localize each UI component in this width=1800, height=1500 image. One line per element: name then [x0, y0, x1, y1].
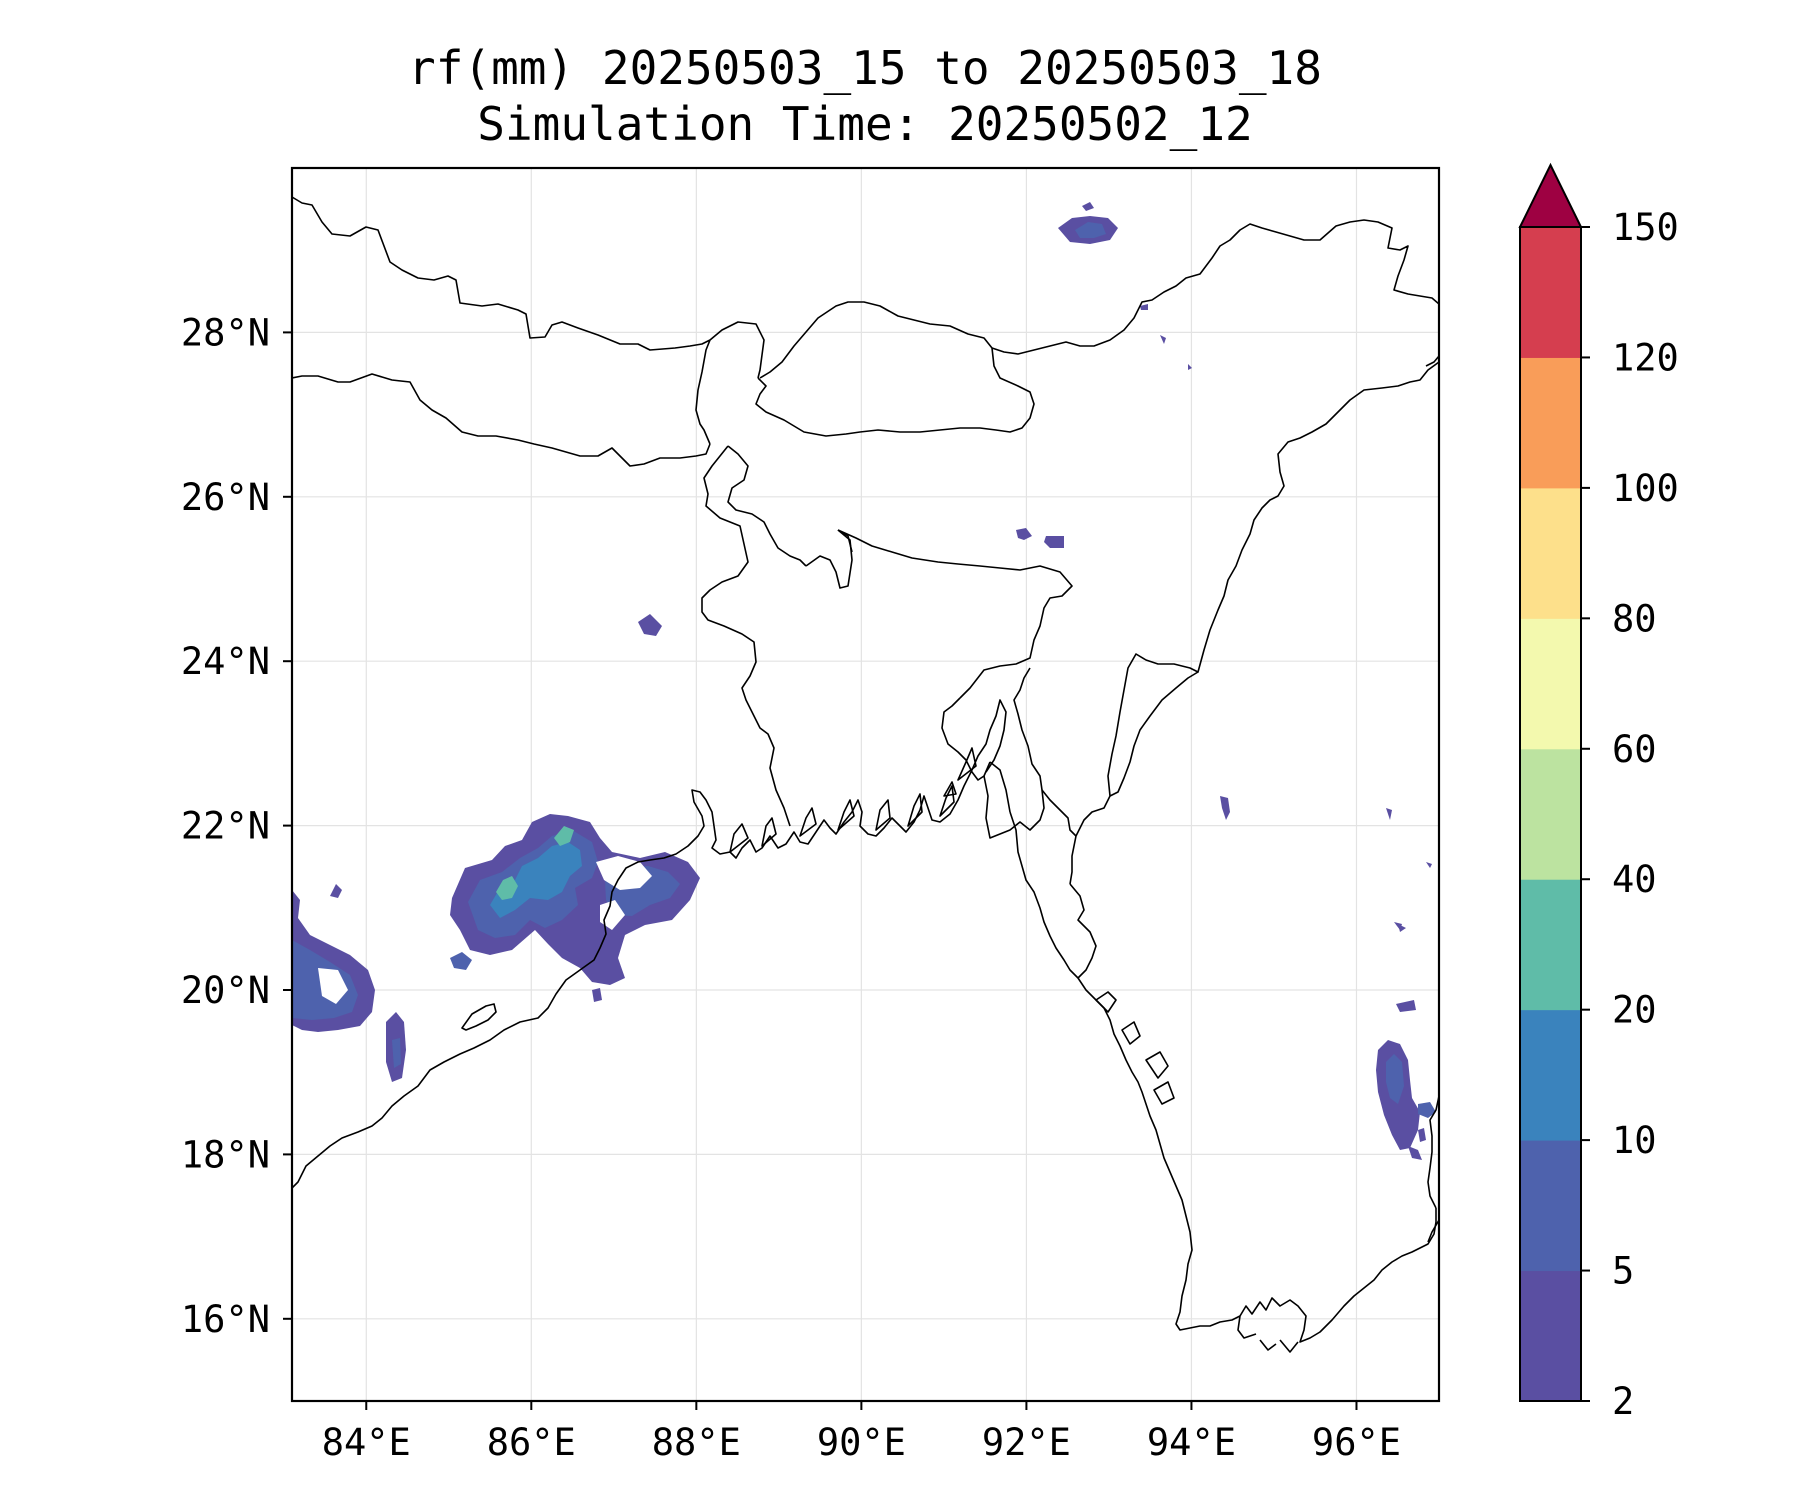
map-frame — [290, 166, 1441, 1403]
rain-area-tibet-core — [1075, 222, 1106, 238]
lon-tick-label: 90°E — [817, 1421, 906, 1464]
lon-tick-label: 96°E — [1312, 1421, 1401, 1464]
india-east-coastline — [292, 789, 715, 1189]
colorbar-segment — [1520, 879, 1581, 1011]
colorbar-segment — [1520, 227, 1581, 358]
colorbar-tick-label: 2 — [1612, 1380, 1634, 1423]
colorbar-frame — [1519, 226, 1582, 1402]
arunachal-assam-border — [1075, 361, 1439, 837]
lon-tick-label: 86°E — [487, 1421, 576, 1464]
arakan-coastline — [1009, 811, 1241, 1331]
bhutan-border — [755, 301, 1035, 437]
colorbar-segment — [1520, 618, 1581, 750]
lat-tick-label: 28°N — [181, 311, 270, 354]
lat-tick-label: 20°N — [181, 969, 270, 1012]
chart-title-line-1: rf(mm) 20250503_15 to 20250503_18 — [408, 41, 1322, 95]
colorbar-segment — [1520, 357, 1581, 489]
map-panel — [290, 166, 1441, 1403]
colorbar-tick-label: 10 — [1612, 1119, 1657, 1162]
rain-area-odisha-blue — [490, 842, 582, 918]
colorbar-segment — [1520, 1009, 1581, 1141]
chart-title-line-2: Simulation Time: 20250502_12 — [477, 97, 1252, 151]
colorbar-extend-arrow — [1518, 162, 1583, 228]
chilika-lake — [461, 1003, 497, 1031]
meghna-estuary — [971, 699, 1007, 773]
colorbar-tick-label: 100 — [1612, 467, 1679, 510]
rain-area-myanmar-east-core — [1386, 1054, 1404, 1104]
colorbar-tick-label: 20 — [1612, 989, 1657, 1032]
colorbar-tick-label: 40 — [1612, 858, 1657, 901]
colorbar-tick-label: 150 — [1612, 206, 1679, 249]
lon-tick-label: 88°E — [652, 1421, 741, 1464]
lat-tick-label: 24°N — [181, 640, 270, 683]
lon-tick-label: 92°E — [982, 1421, 1071, 1464]
lat-tick-label: 22°N — [181, 805, 270, 848]
mizoram-border — [1069, 883, 1097, 979]
lon-tick-label: 84°E — [322, 1421, 411, 1464]
lat-tick-label: 26°N — [181, 476, 270, 519]
rain-area-small-4 — [592, 988, 602, 1002]
colorbar-segment — [1520, 748, 1581, 880]
colorbar-segment — [1520, 1140, 1581, 1272]
sundarbans-delta — [711, 769, 973, 859]
meghalaya-border — [837, 529, 1073, 699]
borders-and-coastlines — [292, 196, 1439, 1353]
colorbar-tick-label: 60 — [1612, 728, 1657, 771]
latitude-axis: 16°N 18°N 20°N 22°N 24°N 26°N 28°N — [181, 311, 292, 1341]
nepal-china-border — [292, 196, 711, 351]
lon-tick-label: 94°E — [1147, 1421, 1236, 1464]
sikkim-border — [695, 339, 711, 445]
irrawaddy-delta — [1239, 1208, 1437, 1343]
map-background — [292, 168, 1439, 1401]
colorbar: 2 5 10 20 40 60 80 100 120 150 — [1518, 162, 1679, 1423]
lat-tick-label: 16°N — [181, 1298, 270, 1341]
rain-area-small-2 — [330, 884, 342, 898]
rain-area-odisha-peak-1 — [496, 876, 518, 900]
rain-area-small-1 — [450, 952, 472, 970]
india-myanmar-border — [1109, 671, 1199, 797]
bangladesh-border — [701, 445, 791, 827]
longitude-axis: 84°E 86°E 88°E 90°E 92°E 94°E 96°E — [322, 1401, 1401, 1464]
nepal-india-border — [292, 373, 711, 467]
rain-area-odisha-peak-2 — [554, 826, 574, 846]
rainfall-contours — [292, 202, 1436, 1160]
colorbar-tick-label: 80 — [1612, 597, 1657, 640]
rain-area-small-3 — [638, 614, 662, 636]
rain-area-meghalaya — [1016, 528, 1032, 540]
gridlines — [292, 168, 1439, 1401]
arunachal-china-border — [991, 219, 1439, 355]
colorbar-segment — [1520, 1270, 1581, 1402]
rain-area-west-edge-south-core — [392, 1038, 401, 1068]
colorbar-tick-label: 120 — [1612, 336, 1679, 379]
colorbar-tick-label: 5 — [1612, 1250, 1634, 1293]
lat-tick-label: 18°N — [181, 1133, 270, 1176]
colorbar-segment — [1520, 487, 1581, 619]
